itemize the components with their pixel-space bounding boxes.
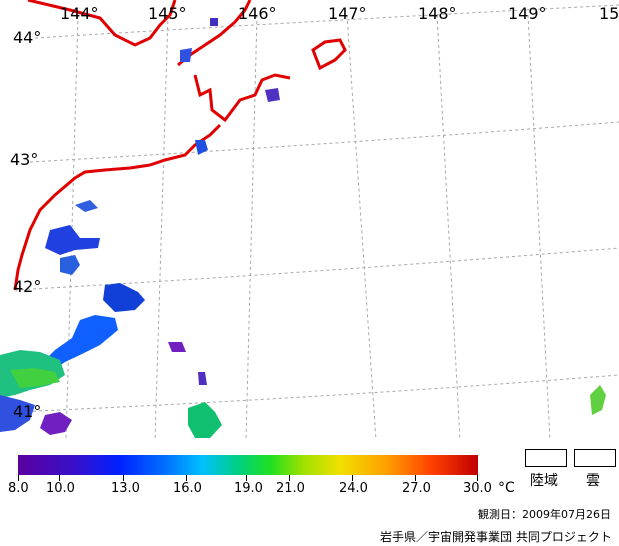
- land-label: 陸域: [530, 473, 558, 489]
- scale-label-27: 27.0: [402, 481, 431, 496]
- scale-label-19: 19.0: [234, 481, 263, 496]
- scale-label-21: 21.0: [276, 481, 305, 496]
- lon-label-146: 146°: [238, 4, 277, 23]
- lat-label-41: 41°: [13, 402, 42, 421]
- lon-label-145: 145°: [148, 4, 187, 23]
- lat-label-44: 44°: [13, 28, 42, 47]
- lon-label-147: 147°: [328, 4, 367, 23]
- scale-label-8: 8.0: [8, 481, 29, 496]
- temperature-color-scale: [18, 455, 478, 475]
- scale-label-16: 16.0: [173, 481, 202, 496]
- lon-label-149: 149°: [508, 4, 547, 23]
- scale-label-24: 24.0: [339, 481, 368, 496]
- lon-label-144: 144°: [60, 4, 99, 23]
- scale-label-10: 10.0: [46, 481, 75, 496]
- sea-surface-temperature-map: [0, 0, 619, 440]
- lat-label-42: 42°: [13, 277, 42, 296]
- lat-label-43: 43°: [10, 150, 39, 169]
- lon-label-148: 148°: [418, 4, 457, 23]
- land-swatch: [525, 449, 567, 467]
- credit-line: 岩手県／宇宙開発事業団 共同プロジェクト: [380, 530, 612, 544]
- cloud-label: 雲: [586, 473, 600, 489]
- lon-label-150: 15: [599, 4, 619, 23]
- unit-label: °C: [498, 480, 515, 496]
- scale-label-13: 13.0: [111, 481, 140, 496]
- temperature-patches: [0, 18, 606, 438]
- cloud-swatch: [574, 449, 616, 467]
- graticule: [14, 4, 619, 440]
- observation-date: 観測日：2009年07月26日: [478, 508, 611, 521]
- scale-label-30: 30.0: [463, 481, 492, 496]
